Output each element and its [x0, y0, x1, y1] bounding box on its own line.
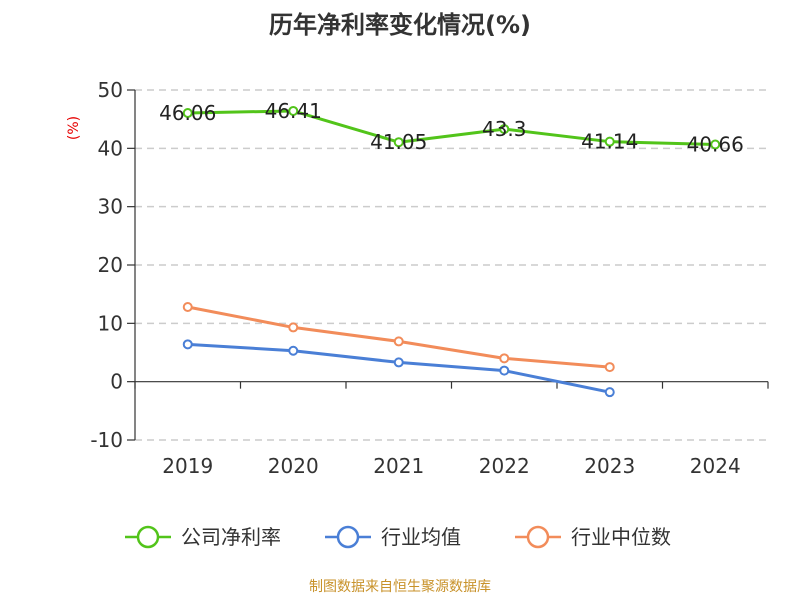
legend-item-2[interactable]: 行业均值: [325, 525, 461, 549]
series-3-point[interactable]: [288, 322, 299, 333]
y-tick-label: -10: [90, 428, 123, 452]
series-1-point[interactable]: [710, 139, 721, 150]
data-label: 41.14: [581, 130, 638, 154]
series-2-point[interactable]: [604, 387, 615, 398]
chart-title: 历年净利率变化情况(%): [269, 11, 531, 39]
y-axis-unit-label: (%): [66, 116, 82, 140]
x-tick-label: 2023: [584, 454, 635, 478]
series-2-point[interactable]: [288, 345, 299, 356]
legend-swatch-marker: [136, 525, 160, 549]
series-line-1: [186, 109, 717, 146]
data-label: 43.3: [482, 117, 527, 141]
series-1-point[interactable]: [499, 124, 510, 135]
data-label: 46.41: [265, 99, 322, 123]
x-tick-label: 2021: [373, 454, 424, 478]
series-line-2: [186, 342, 612, 394]
x-tick-label: 2024: [690, 454, 741, 478]
grid-lines: [135, 89, 768, 441]
y-tick-label: 40: [98, 136, 123, 160]
axes: -10 0 10 20 30 40 50 2019 2020 2021 2022 2023 2024: [90, 78, 769, 478]
legend-item-3[interactable]: 行业中位数: [515, 525, 671, 549]
series-1-point[interactable]: [182, 107, 193, 118]
legend-swatch-marker: [336, 525, 360, 549]
series-2-point[interactable]: [182, 339, 193, 350]
y-tick-label: 0: [110, 370, 123, 394]
data-label: 41.05: [370, 130, 427, 154]
legend-item-1[interactable]: 公司净利率: [125, 525, 281, 549]
data-label: 46.06: [159, 101, 216, 125]
series-1-point[interactable]: [393, 137, 404, 148]
data-labels: 46.06 46.41 41.05 43.3 41.14 40.66: [159, 99, 744, 157]
series-3-point[interactable]: [182, 302, 193, 312]
series-3-point[interactable]: [499, 353, 510, 364]
x-tick-label: 2019: [162, 454, 213, 478]
x-tick-label: 2022: [479, 454, 530, 478]
y-tick-label: 20: [98, 253, 123, 277]
legend[interactable]: 公司净利率 行业均值 行业中位数: [125, 525, 671, 549]
y-tick-label: 10: [98, 311, 123, 335]
series-1-point[interactable]: [604, 136, 615, 147]
legend-label: 公司净利率: [181, 525, 281, 549]
series-2-point[interactable]: [393, 357, 404, 368]
legend-swatch-marker: [526, 525, 550, 549]
series-1-point[interactable]: [288, 105, 299, 116]
series-3-point[interactable]: [393, 336, 404, 347]
x-tick-label: 2020: [268, 454, 319, 478]
series-2-point[interactable]: [499, 365, 510, 376]
y-tick-label: 50: [98, 78, 123, 102]
legend-label: 行业均值: [381, 525, 461, 549]
y-tick-label: 30: [98, 195, 123, 219]
data-source-note: 制图数据来自恒生聚源数据库: [309, 579, 491, 595]
series-3-point[interactable]: [604, 362, 615, 373]
legend-label: 行业中位数: [571, 525, 671, 549]
series-lines: [182, 105, 721, 398]
data-label: 40.66: [687, 132, 744, 156]
